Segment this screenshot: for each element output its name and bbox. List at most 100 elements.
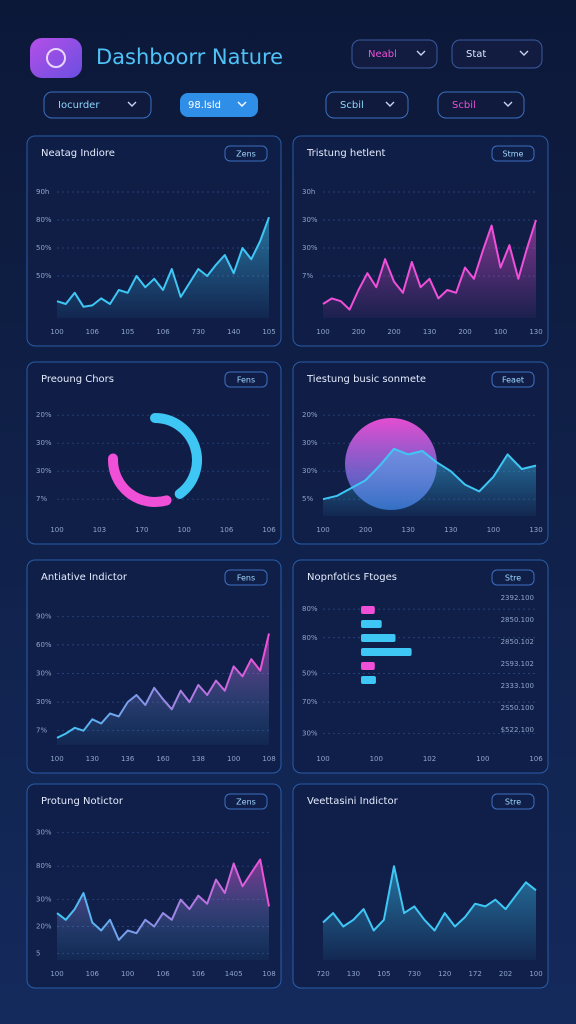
dropdown[interactable]: Scbil <box>437 91 525 119</box>
x-tick-label: 100 <box>178 526 191 534</box>
x-tick-label: 100 <box>487 526 500 534</box>
y-tick-label: 30% <box>36 467 52 475</box>
y-tick-label: 7% <box>36 495 47 503</box>
x-tick-label: 202 <box>499 970 512 978</box>
panel-title: Nopnfotics Ftoges <box>307 572 397 583</box>
dropdown-label: Iocurder <box>58 100 100 111</box>
panel-title: Preoung Chors <box>41 374 114 385</box>
badge-label: Fens <box>237 376 255 385</box>
donut-segment <box>150 413 202 499</box>
line <box>56 216 270 308</box>
bar <box>361 676 376 684</box>
button-label: Stat <box>466 49 486 60</box>
x-tick-label: 100 <box>50 526 63 534</box>
y-tick-label: 50% <box>302 670 318 678</box>
x-tick-label: 106 <box>86 328 100 336</box>
y-tick-label: 90% <box>36 612 52 620</box>
line <box>322 219 537 311</box>
dropdown-label: Scbil <box>452 100 476 111</box>
value-annotation: 2392.100 <box>501 594 534 602</box>
value-annotation: 2S93.102 <box>501 660 534 668</box>
x-tick-label: 100 <box>50 328 63 336</box>
panel-title: Protung Notictor <box>41 796 124 807</box>
panel-title: Neatag Indiore <box>41 148 115 159</box>
bar <box>361 620 382 628</box>
y-tick-label: 90h <box>36 188 49 196</box>
x-tick-label: 105 <box>377 970 390 978</box>
line <box>322 865 537 932</box>
button[interactable]: Neabl <box>351 39 438 69</box>
y-tick-label: 80% <box>302 605 318 613</box>
x-tick-label: 130 <box>529 328 542 336</box>
value-annotation: 2333.100 <box>501 682 534 690</box>
y-tick-label: 5 <box>36 949 40 957</box>
x-tick-label: 200 <box>458 328 471 336</box>
x-tick-label: 160 <box>156 755 169 763</box>
x-tick-label: 730 <box>192 328 205 336</box>
x-tick-label: 106 <box>86 970 100 978</box>
panel-title: Veettasini Indictor <box>307 796 399 807</box>
badge-label: Stre <box>505 798 521 807</box>
x-tick-label: 720 <box>316 970 329 978</box>
y-tick-label: 7% <box>36 727 47 735</box>
x-tick-label: 1405 <box>225 970 243 978</box>
y-tick-label: 30h <box>302 188 315 196</box>
badge <box>491 145 535 162</box>
bar <box>361 662 375 670</box>
y-tick-label: 30% <box>302 216 318 224</box>
x-tick-label: 100 <box>370 755 383 763</box>
dropdown[interactable]: 98.lsld <box>180 93 258 117</box>
y-tick-label: 20% <box>36 923 52 931</box>
x-tick-label: 100 <box>529 970 542 978</box>
x-tick-label: 100 <box>227 755 240 763</box>
dropdown[interactable]: Iocurder <box>43 91 152 119</box>
badge-label: Stme <box>503 150 524 159</box>
line <box>56 858 270 941</box>
panel-title: Tiestung busic sonmete <box>306 374 426 385</box>
y-tick-label: 80% <box>36 216 52 224</box>
panel-title: Tristung hetlent <box>306 148 386 159</box>
donut-segment <box>108 453 172 507</box>
panel-title: Antiative Indictor <box>41 572 128 583</box>
x-tick-label: 130 <box>423 328 436 336</box>
line <box>56 633 270 739</box>
x-tick-label: 108 <box>262 970 275 978</box>
button-label: Neabl <box>368 49 397 60</box>
button[interactable]: Stat <box>451 39 543 69</box>
y-tick-label: 80% <box>302 634 318 642</box>
badge-label: Zens <box>236 798 256 807</box>
area <box>57 217 269 318</box>
y-tick-label: 30% <box>36 829 52 837</box>
x-tick-label: 130 <box>444 526 457 534</box>
dropdown[interactable]: Scbil <box>325 91 409 119</box>
logo-icon <box>46 48 66 68</box>
badge <box>491 793 535 810</box>
x-tick-label: 730 <box>408 970 421 978</box>
x-tick-label: 103 <box>93 526 106 534</box>
y-tick-label: 30% <box>36 698 52 706</box>
x-tick-label: 100 <box>476 755 489 763</box>
x-tick-label: 100 <box>50 970 63 978</box>
badge <box>224 145 268 162</box>
y-tick-label: 5% <box>302 495 313 503</box>
bar <box>361 634 396 642</box>
y-tick-label: 7% <box>302 272 313 280</box>
x-tick-label: 120 <box>438 970 451 978</box>
y-tick-label: 70% <box>302 698 318 706</box>
dropdown-label: Scbil <box>340 100 364 111</box>
badge <box>491 371 535 388</box>
y-tick-label: 50% <box>36 244 52 252</box>
value-annotation: 2850.102 <box>501 638 534 646</box>
badge <box>224 569 268 586</box>
y-tick-label: 60% <box>36 641 52 649</box>
x-tick-label: 108 <box>262 755 275 763</box>
y-tick-label: 50% <box>36 272 52 280</box>
x-tick-label: 100 <box>494 328 507 336</box>
value-annotation: 2S50.100 <box>501 704 534 712</box>
x-tick-label: 200 <box>359 526 372 534</box>
area <box>323 866 536 960</box>
logo <box>30 38 82 78</box>
x-tick-label: 100 <box>316 328 329 336</box>
area <box>323 448 536 516</box>
